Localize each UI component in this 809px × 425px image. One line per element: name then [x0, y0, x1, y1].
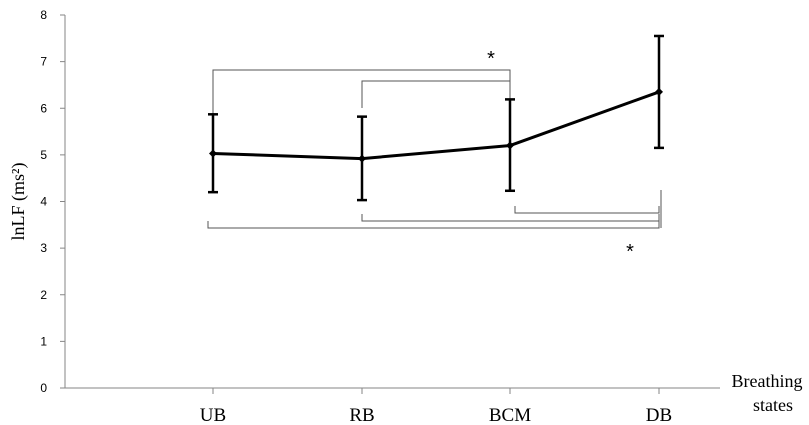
significance-bracket	[361, 214, 660, 222]
significance-bracket	[207, 221, 660, 229]
significance-bracket	[514, 206, 660, 214]
significance-bracket	[361, 80, 511, 108]
significance-star: *	[626, 241, 634, 263]
series-line	[212, 90, 660, 161]
y-tick-label: 8	[40, 8, 47, 22]
x-tick-label: DB	[646, 405, 672, 425]
x-axis-title-line-1: Breathing	[732, 371, 803, 391]
y-tick-label: 6	[40, 101, 47, 115]
significance-star: *	[487, 48, 495, 70]
y-tick-label: 5	[40, 148, 47, 162]
x-tick-label: UB	[200, 405, 226, 425]
y-tick-label: 3	[40, 241, 47, 255]
y-tick-label: 0	[40, 381, 47, 395]
y-ticks: 0 1 2 3 4 5 6 7 8	[40, 8, 65, 395]
y-tick-label: 2	[40, 288, 47, 302]
y-axis-title: lnLF (ms²)	[8, 163, 29, 241]
x-tick-label: RB	[349, 405, 374, 425]
series-group	[208, 34, 664, 202]
y-tick-label: 7	[40, 55, 47, 69]
significance-brackets: **	[207, 48, 662, 263]
y-tick-label: 4	[40, 195, 47, 209]
data-point	[209, 149, 217, 158]
x-tick-label: BCM	[489, 405, 531, 425]
y-tick-label: 1	[40, 334, 47, 348]
x-categories: UB RB BCM DB	[200, 388, 672, 425]
data-point	[506, 141, 514, 150]
data-point	[655, 87, 663, 96]
x-axis-title-line-2: states	[753, 395, 793, 415]
data-point	[358, 154, 366, 163]
